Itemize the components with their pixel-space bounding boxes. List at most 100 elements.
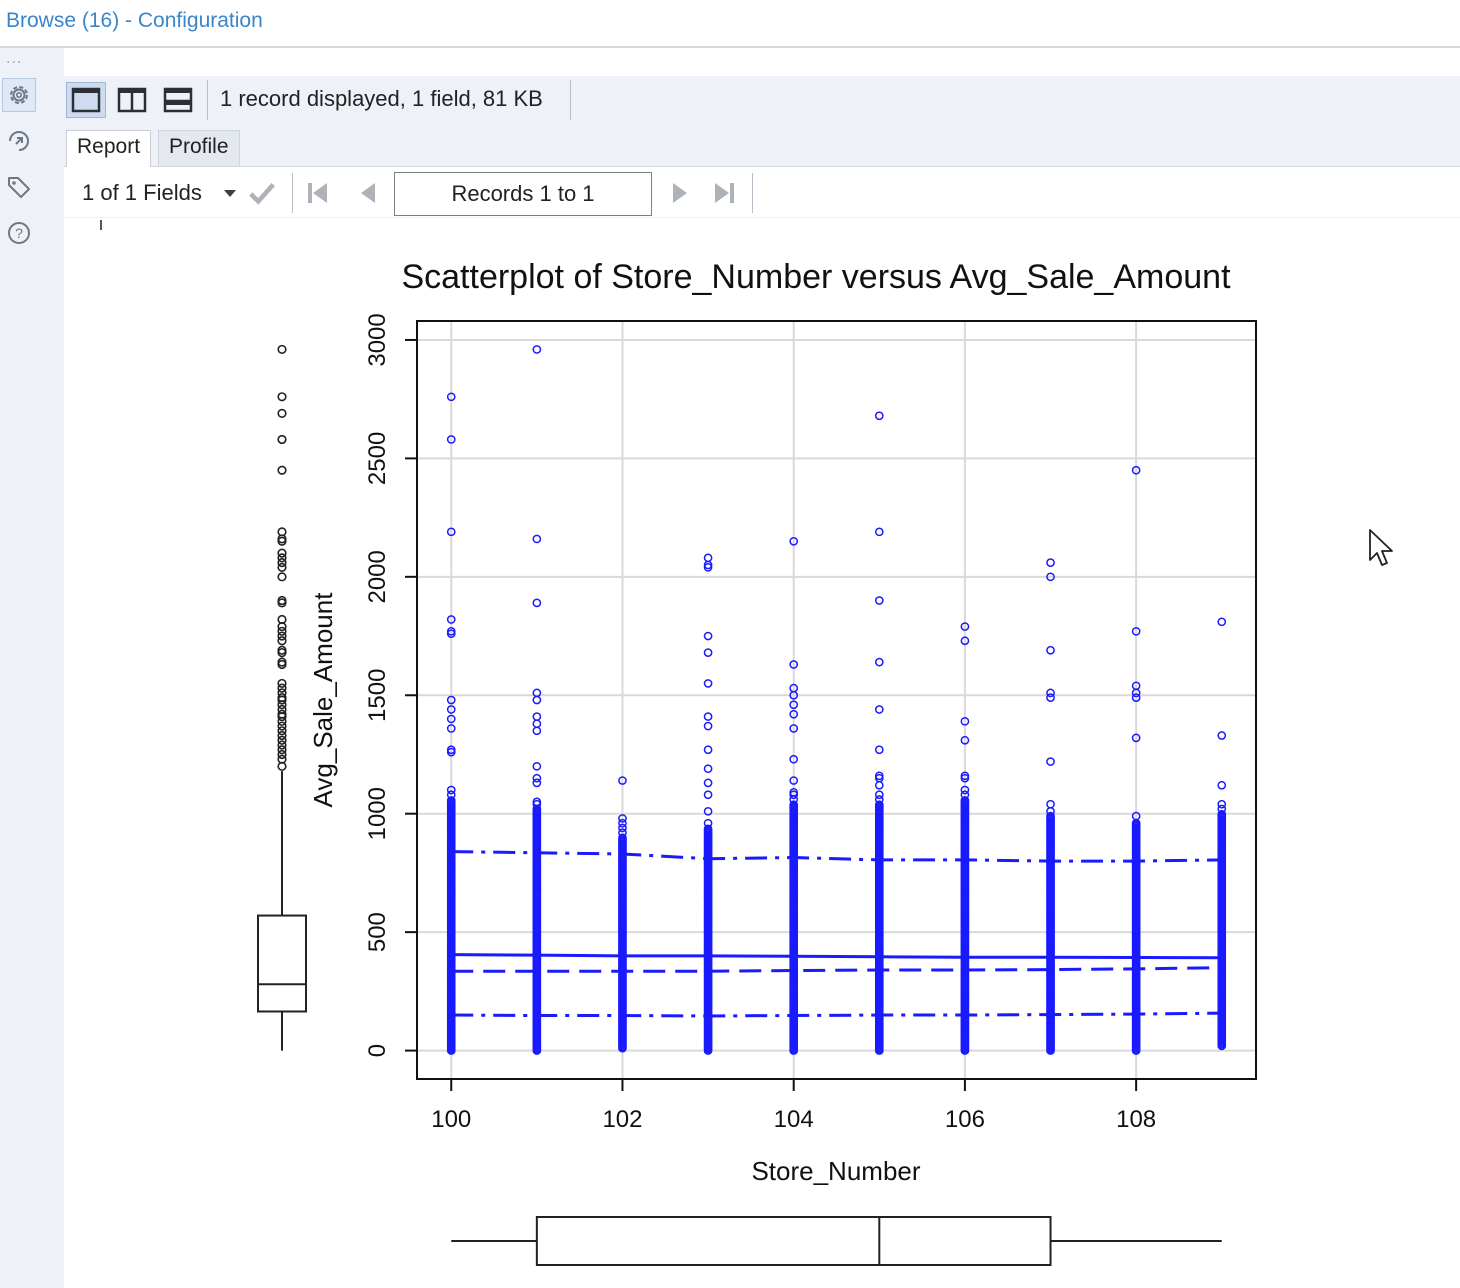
browse-panel — [64, 48, 1460, 1288]
first-record-icon[interactable] — [304, 179, 332, 207]
data-point — [446, 629, 456, 639]
chart-points — [446, 345, 1227, 838]
data-point — [789, 536, 799, 546]
data-point — [703, 778, 713, 788]
x-axis-label: Store_Number — [751, 1156, 920, 1186]
data-point — [960, 716, 970, 726]
y-box-outlier — [277, 648, 287, 658]
data-point — [1217, 799, 1227, 809]
data-point — [874, 795, 884, 804]
data-point — [618, 776, 627, 785]
y-box-outlier — [277, 678, 287, 689]
data-point — [874, 745, 884, 755]
data-point — [703, 712, 713, 721]
gear-icon[interactable] — [2, 78, 36, 112]
help-icon[interactable]: ? — [2, 216, 36, 250]
window-title: Browse (16) - Configuration — [6, 9, 263, 32]
y-box-outlier — [277, 536, 287, 546]
data-point — [1046, 688, 1055, 698]
x-tick-label: 108 — [1116, 1106, 1156, 1133]
data-point — [1217, 780, 1227, 790]
navigate-icon[interactable] — [2, 124, 36, 158]
y-box-outlier — [277, 700, 287, 710]
x-tick-label: 102 — [602, 1106, 642, 1133]
view-tabs: Report Profile — [64, 122, 1460, 167]
data-point — [618, 833, 627, 843]
data-point — [1046, 558, 1055, 567]
apply-checkmark-icon[interactable] — [248, 179, 276, 207]
data-point — [1046, 811, 1055, 821]
data-point — [618, 823, 627, 833]
data-point — [446, 724, 456, 733]
last-record-icon[interactable] — [710, 179, 738, 207]
data-point — [446, 796, 456, 805]
data-point — [789, 724, 799, 733]
data-point — [703, 679, 713, 688]
data-point — [703, 563, 713, 572]
y-box-outlier — [277, 434, 287, 445]
data-point — [446, 435, 456, 444]
data-point — [532, 345, 542, 354]
tab-profile[interactable]: Profile — [158, 130, 240, 166]
toolbar-separator — [207, 80, 208, 120]
data-point — [789, 709, 799, 719]
data-point — [1131, 688, 1141, 698]
tab-report-label: Report — [77, 135, 141, 158]
fields-selector[interactable]: 1 of 1 Fields — [82, 180, 202, 206]
y-box-outlier — [277, 726, 287, 736]
nav-separator — [752, 173, 753, 213]
data-point — [874, 780, 884, 790]
window-titlebar: Browse (16) - Configuration — [0, 0, 1460, 48]
data-point — [532, 773, 542, 783]
data-point — [1217, 809, 1227, 819]
x-tick-label: 106 — [945, 1106, 985, 1133]
toolbar-separator — [570, 80, 571, 120]
split-vertical-icon[interactable] — [112, 82, 152, 118]
next-record-icon[interactable] — [666, 179, 694, 207]
y-box-outlier — [277, 716, 287, 726]
y-box-outlier — [277, 745, 287, 755]
data-point — [789, 700, 799, 710]
data-point — [532, 778, 542, 788]
data-point — [703, 806, 713, 816]
data-point — [789, 790, 799, 800]
y-box-outlier — [277, 408, 287, 418]
records-label: Records 1 to 1 — [451, 181, 595, 206]
data-point — [446, 527, 456, 537]
y-box-outlier — [277, 548, 287, 558]
fields-dropdown-chevron-down-icon[interactable] — [216, 179, 244, 207]
tag-icon[interactable] — [2, 170, 36, 204]
data-point — [1217, 804, 1227, 814]
data-point — [1046, 757, 1055, 766]
y-boxplot — [257, 344, 307, 1051]
data-point — [446, 790, 456, 800]
single-pane-icon[interactable] — [66, 82, 106, 118]
records-range-box[interactable]: Records 1 to 1 — [394, 172, 652, 216]
y-box-outlier — [277, 721, 287, 731]
data-point — [1217, 617, 1227, 627]
data-point — [532, 712, 542, 721]
data-point — [789, 795, 799, 804]
data-point — [1217, 731, 1227, 740]
data-point — [960, 735, 970, 745]
data-point — [789, 754, 799, 764]
data-point — [703, 790, 713, 800]
data-point — [874, 800, 884, 810]
x-tick-label: 104 — [774, 1106, 814, 1133]
y-box-outlier — [277, 344, 287, 355]
record-navigator: 1 of 1 Fields Records 1 to 1 — [64, 167, 1460, 218]
split-horizontal-icon[interactable] — [158, 82, 198, 118]
y-box-outlier — [277, 562, 287, 572]
series-line-median — [451, 966, 1222, 973]
previous-record-icon[interactable] — [354, 179, 382, 207]
y-tick-label: 1000 — [364, 787, 391, 840]
tab-report[interactable]: Report — [66, 130, 152, 167]
series-line-lower — [451, 1011, 1222, 1018]
x-axis-ticks: 100 102 104 106 108 — [431, 1079, 1156, 1133]
y-tick-label: 1500 — [364, 669, 391, 722]
data-point — [874, 705, 884, 714]
data-point — [703, 818, 713, 828]
panel-gutter — [40, 48, 64, 1288]
y-box-outlier — [277, 735, 287, 745]
